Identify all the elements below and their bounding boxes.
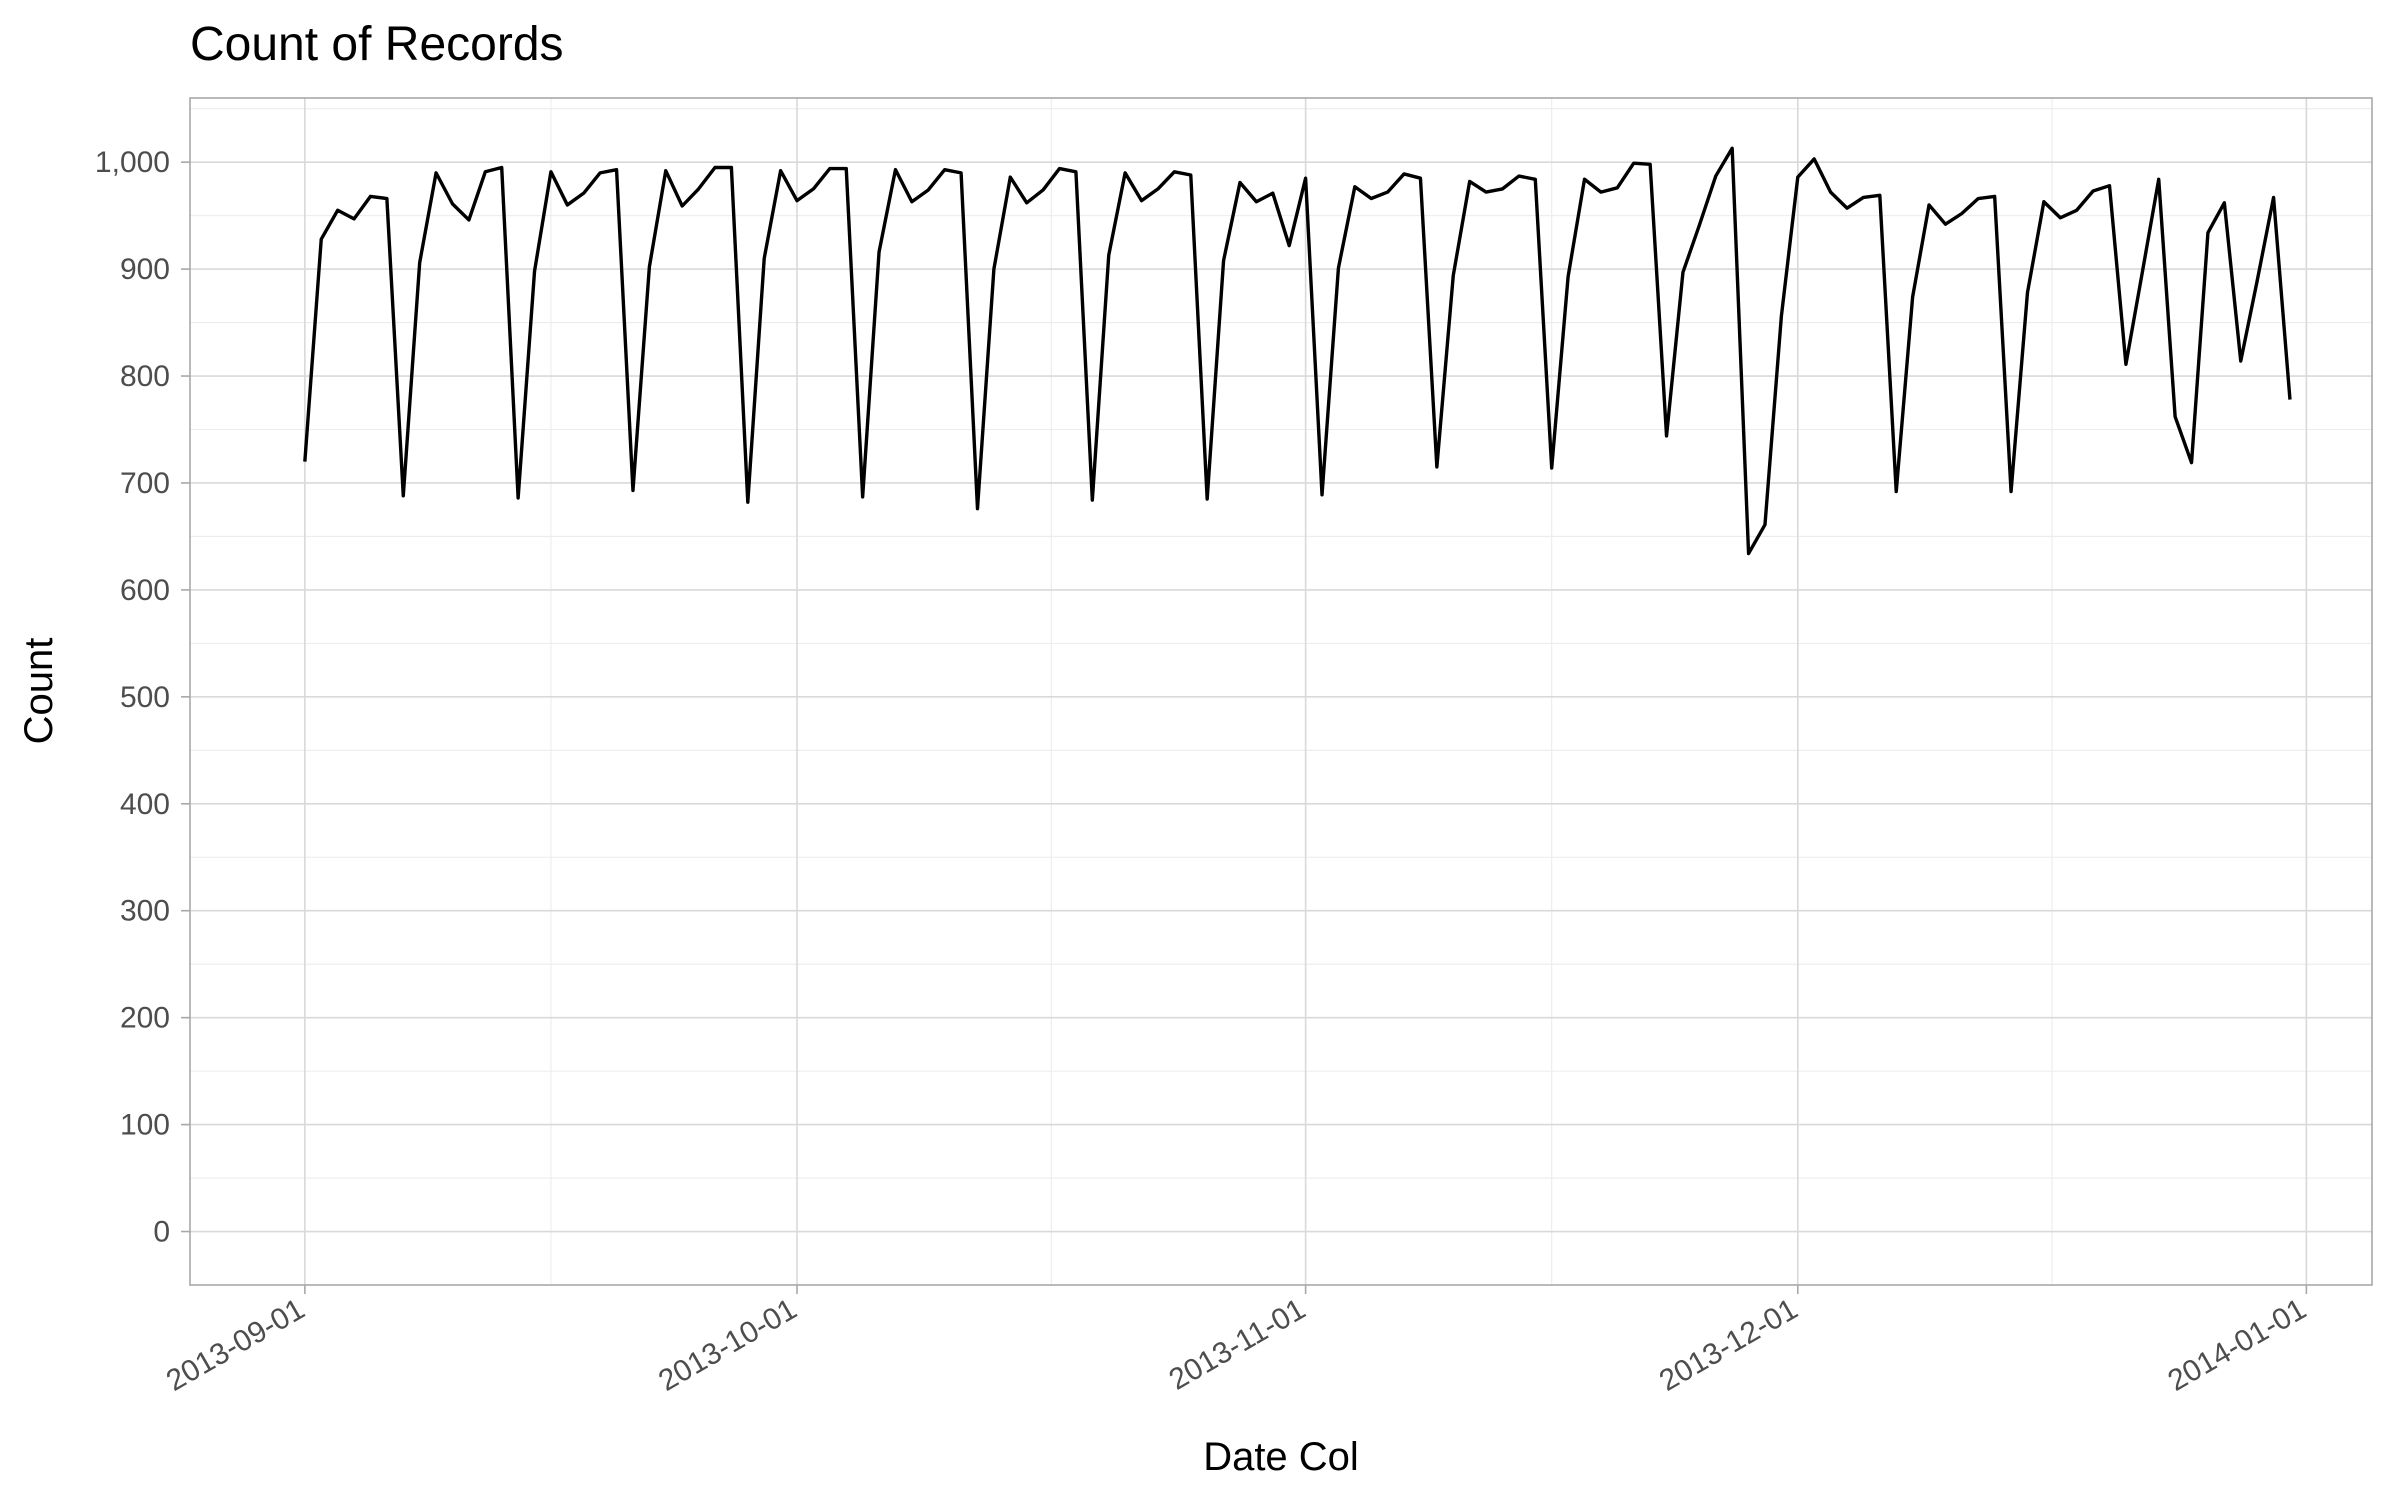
x-axis: 2013-09-01 2013-10-01 2013-11-01 2013-12-01…	[161, 1285, 2312, 1398]
y-tick-label: 0	[153, 1216, 170, 1249]
plot-panel	[189, 97, 2373, 1286]
x-tick-label: 2013-10-01	[653, 1292, 802, 1397]
y-tick-label: 800	[120, 360, 170, 393]
x-axis-title: Date Col	[1203, 1435, 1359, 1479]
y-tick-label: 1,000	[95, 146, 170, 179]
x-tick-label: 2013-12-01	[1654, 1292, 1803, 1397]
y-tick-label: 900	[120, 253, 170, 286]
x-tick-label: 2014-01-01	[2162, 1292, 2311, 1397]
y-tick-label: 400	[120, 788, 170, 821]
y-axis-title: Count	[17, 638, 61, 745]
x-tick-label: 2013-09-01	[161, 1292, 310, 1397]
y-axis: 0 100 200 300 400 500 600 700 800 900 1,000	[95, 146, 190, 1249]
x-tick-label: 2013-11-01	[1164, 1292, 1311, 1396]
y-tick-label: 500	[120, 681, 170, 714]
gridlines	[190, 98, 2372, 1285]
y-tick-label: 200	[120, 1002, 170, 1035]
y-tick-label: 700	[120, 467, 170, 500]
y-tick-label: 600	[120, 574, 170, 607]
y-tick-label: 100	[120, 1109, 170, 1142]
chart-title: Count of Records	[190, 18, 564, 71]
series-line-count	[303, 146, 2292, 556]
y-tick-label: 300	[120, 895, 170, 928]
